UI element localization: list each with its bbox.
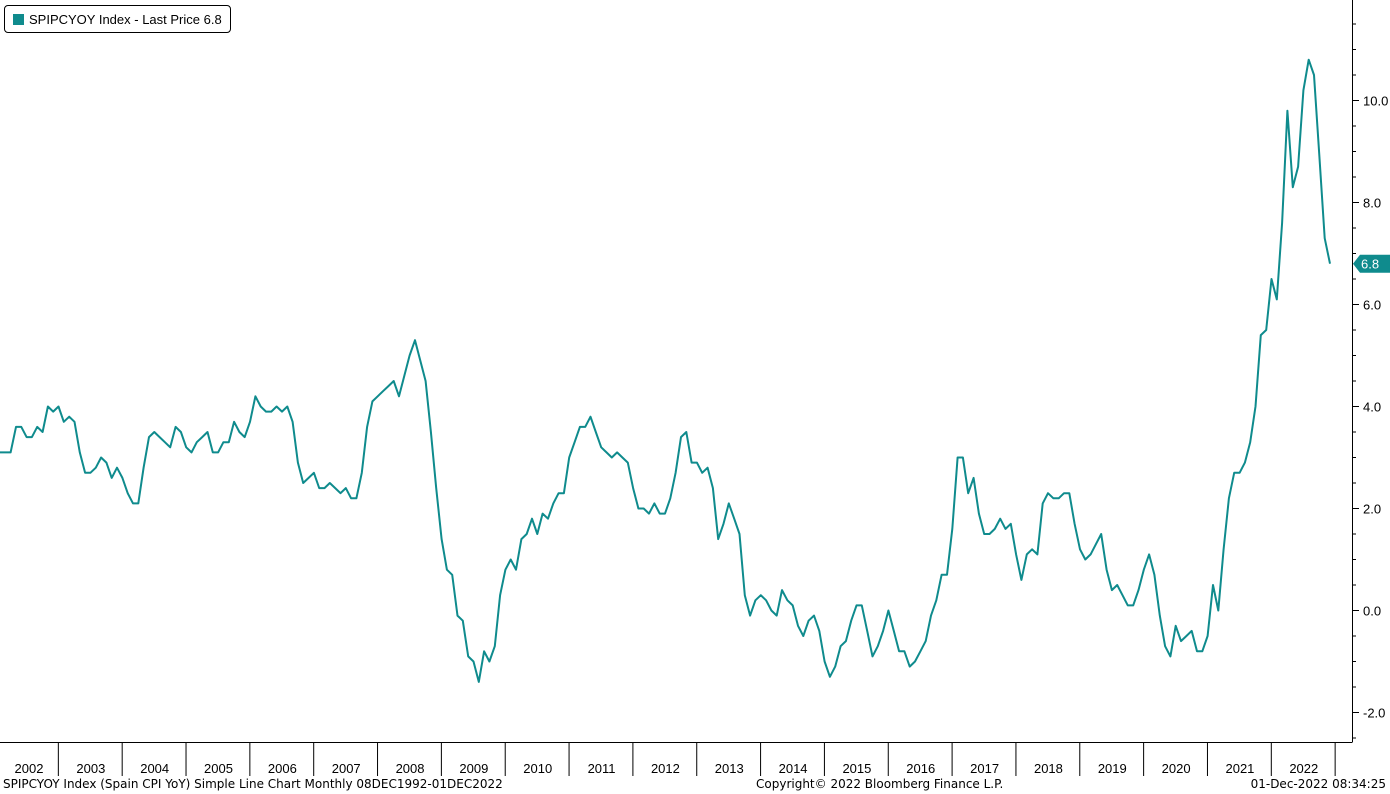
x-tick-label: 2016 — [906, 761, 935, 776]
x-tick-label: 2018 — [1034, 761, 1063, 776]
series-line — [0, 58, 1331, 683]
x-tick-label: 2015 — [842, 761, 871, 776]
x-tick-label: 2017 — [970, 761, 999, 776]
x-tick-label: 2003 — [76, 761, 105, 776]
legend-label: SPIPCYOY Index - Last Price 6.8 — [29, 11, 222, 27]
y-tick-label: 6.0 — [1363, 298, 1381, 313]
y-tick-label: -2.0 — [1363, 706, 1385, 721]
y-tick-label: 8.0 — [1363, 196, 1381, 211]
last-value-label: 6.8 — [1361, 257, 1379, 272]
chart-legend: SPIPCYOY Index - Last Price 6.8 — [4, 5, 231, 33]
x-tick-label: 2004 — [140, 761, 169, 776]
legend-swatch — [13, 13, 24, 25]
x-tick-label: 2021 — [1225, 761, 1254, 776]
footer-description: SPIPCYOY Index (Spain CPI YoY) Simple Li… — [3, 777, 503, 791]
x-tick-label: 2005 — [204, 761, 233, 776]
last-value-tag — [1353, 254, 1390, 273]
x-tick-label: 2006 — [268, 761, 297, 776]
footer-timestamp: 01-Dec-2022 08:34:25 — [1250, 777, 1386, 791]
y-tick-label: 2.0 — [1363, 502, 1381, 517]
x-tick-label: 2010 — [523, 761, 552, 776]
x-tick-label: 2013 — [715, 761, 744, 776]
x-tick-label: 2022 — [1289, 761, 1318, 776]
x-tick-label: 2008 — [396, 761, 425, 776]
x-tick-label: 2019 — [1098, 761, 1127, 776]
y-tick-label: 0.0 — [1363, 604, 1381, 619]
y-tick-label: 10.0 — [1363, 94, 1388, 109]
footer-copyright: Copyright© 2022 Bloomberg Finance L.P. — [756, 777, 1004, 791]
x-tick-label: 2009 — [459, 761, 488, 776]
x-tick-label: 2011 — [588, 761, 616, 776]
x-tick-label: 2014 — [779, 761, 808, 776]
x-tick-label: 2012 — [651, 761, 680, 776]
x-tick-label: 2020 — [1162, 761, 1191, 776]
x-tick-label: 2002 — [15, 761, 44, 776]
x-tick-label: 2007 — [332, 761, 361, 776]
y-tick-label: 4.0 — [1363, 400, 1381, 415]
